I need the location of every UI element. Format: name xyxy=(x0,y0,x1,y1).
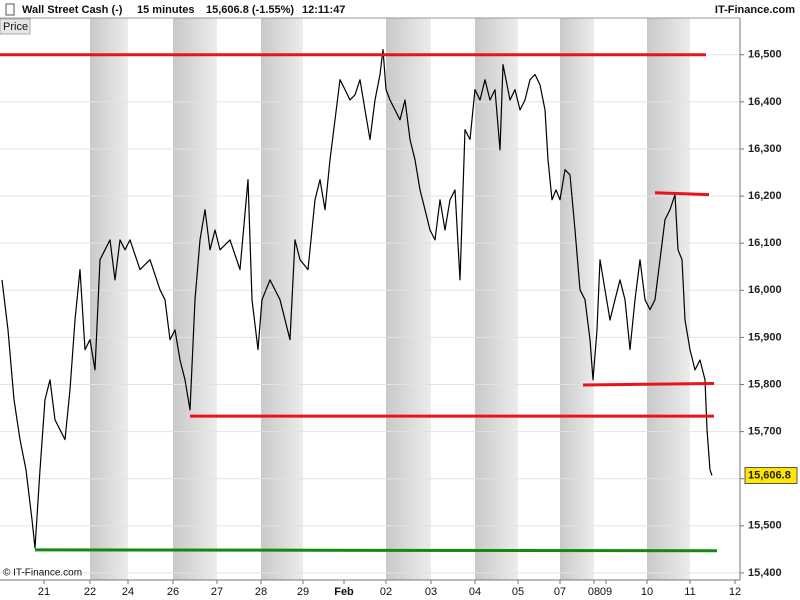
timeframe: 15 minutes xyxy=(137,4,194,16)
session-band xyxy=(386,18,431,580)
x-tick-label: 04 xyxy=(469,586,481,598)
price-line xyxy=(1,49,713,549)
trend-line xyxy=(654,191,710,197)
x-tick-label: 10 xyxy=(641,586,653,598)
x-tick-label: 28 xyxy=(255,586,267,598)
session-band xyxy=(560,18,594,580)
y-tick-label: 15,400 xyxy=(748,567,782,579)
header-bar xyxy=(0,0,800,18)
y-tick-label: 16,200 xyxy=(748,190,782,202)
session-band xyxy=(261,18,303,580)
x-tick-label: 09 xyxy=(600,586,612,598)
x-tick-label: 12 xyxy=(729,586,741,598)
y-tick-label: 15,800 xyxy=(748,378,782,390)
x-tick-label: 08 xyxy=(588,586,600,598)
x-tick-label: 02 xyxy=(380,586,392,598)
x-tick-label: 03 xyxy=(425,586,437,598)
trend-line xyxy=(34,548,718,553)
last-price-label: 15,606.8 xyxy=(748,469,791,481)
x-tick-label: 26 xyxy=(167,586,179,598)
x-tick-label: Feb xyxy=(334,586,354,598)
copyright: © IT-Finance.com xyxy=(3,568,82,579)
x-tick-label: 07 xyxy=(554,586,566,598)
y-tick-label: 15,500 xyxy=(748,520,782,532)
x-tick-label: 27 xyxy=(211,586,223,598)
quote: 15,606.8 (-1.55%) xyxy=(206,4,294,16)
instrument: Wall Street Cash (-) xyxy=(22,4,123,16)
icon xyxy=(5,3,15,16)
y-tick-label: 16,500 xyxy=(748,49,782,61)
y-tick-label: 15,700 xyxy=(748,426,782,438)
y-tick-label: 16,400 xyxy=(748,96,782,108)
y-tick-label: 16,000 xyxy=(748,284,782,296)
x-tick-label: 24 xyxy=(122,586,134,598)
time: 12:11:47 xyxy=(302,4,345,16)
session-band xyxy=(647,18,690,580)
y-tick-label: 16,300 xyxy=(748,143,782,155)
x-tick-label: 11 xyxy=(684,586,695,598)
brand: IT-Finance.com xyxy=(715,4,795,16)
tab-label: Price xyxy=(3,21,28,33)
tab[interactable] xyxy=(0,18,31,35)
last-price-box xyxy=(744,467,798,485)
trend-line xyxy=(582,382,715,387)
x-tick-label: 21 xyxy=(38,586,50,598)
x-tick-label: 05 xyxy=(512,586,524,598)
y-tick-label: 15,900 xyxy=(748,331,782,343)
session-band xyxy=(90,18,128,580)
x-tick-label: 29 xyxy=(297,586,309,598)
x-tick-label: 22 xyxy=(84,586,96,598)
y-tick-label: 16,100 xyxy=(748,237,782,249)
